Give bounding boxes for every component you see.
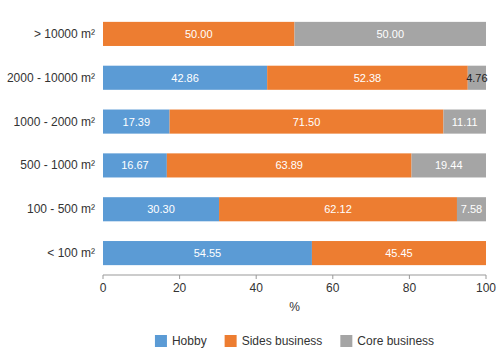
data-label: 45.45	[385, 247, 413, 259]
y-axis: > 10000 m² 2000 - 10000 m² 1000 - 2000 m² 5…	[7, 27, 95, 260]
x-tick	[486, 275, 487, 279]
bar-segment	[103, 241, 312, 265]
data-label: 63.89	[275, 159, 303, 171]
bar-segment	[412, 153, 486, 177]
data-labels: 50.00 50.00 42.86 52.38 4.76 17.39 71.50 11.11 1…	[121, 28, 487, 259]
bar-segment	[103, 22, 295, 46]
data-label: 17.39	[123, 116, 151, 128]
legend-swatch	[340, 335, 352, 347]
bar-segment	[443, 110, 486, 134]
x-tick-label: 40	[250, 281, 264, 295]
data-label: 19.44	[435, 159, 463, 171]
bar-segment	[103, 197, 219, 221]
x-tick-label: 0	[100, 281, 107, 295]
data-label: 16.67	[121, 159, 149, 171]
bar-segment	[170, 110, 444, 134]
legend: Hobby Sides business Core business	[155, 334, 434, 348]
bar-segment	[103, 66, 267, 90]
bar-segment	[295, 22, 487, 46]
legend-item: Core business	[340, 334, 434, 348]
x-tick-label: 100	[476, 281, 496, 295]
legend-swatch	[225, 335, 237, 347]
bar-segment	[219, 197, 457, 221]
x-tick-label: 60	[326, 281, 340, 295]
bar-segment	[312, 241, 486, 265]
data-label: 11.11	[452, 116, 478, 128]
bar-segment	[167, 153, 412, 177]
legend-label: Sides business	[242, 334, 323, 348]
data-label: 4.76	[466, 72, 487, 84]
x-tick-label: 80	[403, 281, 417, 295]
legend-item: Hobby	[155, 334, 207, 348]
data-label: 42.86	[171, 72, 199, 84]
category-label: > 10000 m²	[34, 27, 95, 41]
legend-label: Core business	[357, 334, 434, 348]
bar-segment	[103, 153, 167, 177]
category-label: 500 - 1000 m²	[20, 158, 95, 172]
data-label: 30.30	[147, 203, 175, 215]
x-tick-label: 20	[173, 281, 187, 295]
x-tick	[409, 275, 410, 279]
data-label: 54.55	[194, 247, 222, 259]
data-label: 52.38	[354, 72, 382, 84]
bar-segment	[267, 66, 468, 90]
legend-label: Hobby	[172, 334, 207, 348]
data-label: 50.00	[376, 28, 404, 40]
x-tick	[256, 275, 257, 279]
x-axis: 0 20 40 60 80 100	[100, 275, 497, 295]
data-label: 7.58	[461, 203, 482, 215]
bar-segment	[486, 241, 487, 265]
bar-segment	[103, 110, 170, 134]
x-tick	[103, 275, 104, 279]
category-label: 2000 - 10000 m²	[7, 71, 95, 85]
x-tick	[179, 275, 180, 279]
data-label: 62.12	[324, 203, 352, 215]
x-axis-line	[103, 275, 486, 276]
legend-swatch	[155, 335, 167, 347]
legend-item: Sides business	[225, 334, 323, 348]
data-label: 71.50	[293, 116, 321, 128]
x-tick	[332, 275, 333, 279]
chart: 50.00 50.00 42.86 52.38 4.76 17.39 71.50 11.11 1…	[0, 0, 500, 363]
bar-segment	[457, 197, 486, 221]
category-label: < 100 m²	[47, 246, 95, 260]
bars	[103, 22, 486, 265]
category-label: 1000 - 2000 m²	[14, 115, 95, 129]
data-label: 50.00	[185, 28, 213, 40]
x-axis-label: %	[289, 300, 300, 314]
category-label: 100 - 500 m²	[27, 202, 95, 216]
